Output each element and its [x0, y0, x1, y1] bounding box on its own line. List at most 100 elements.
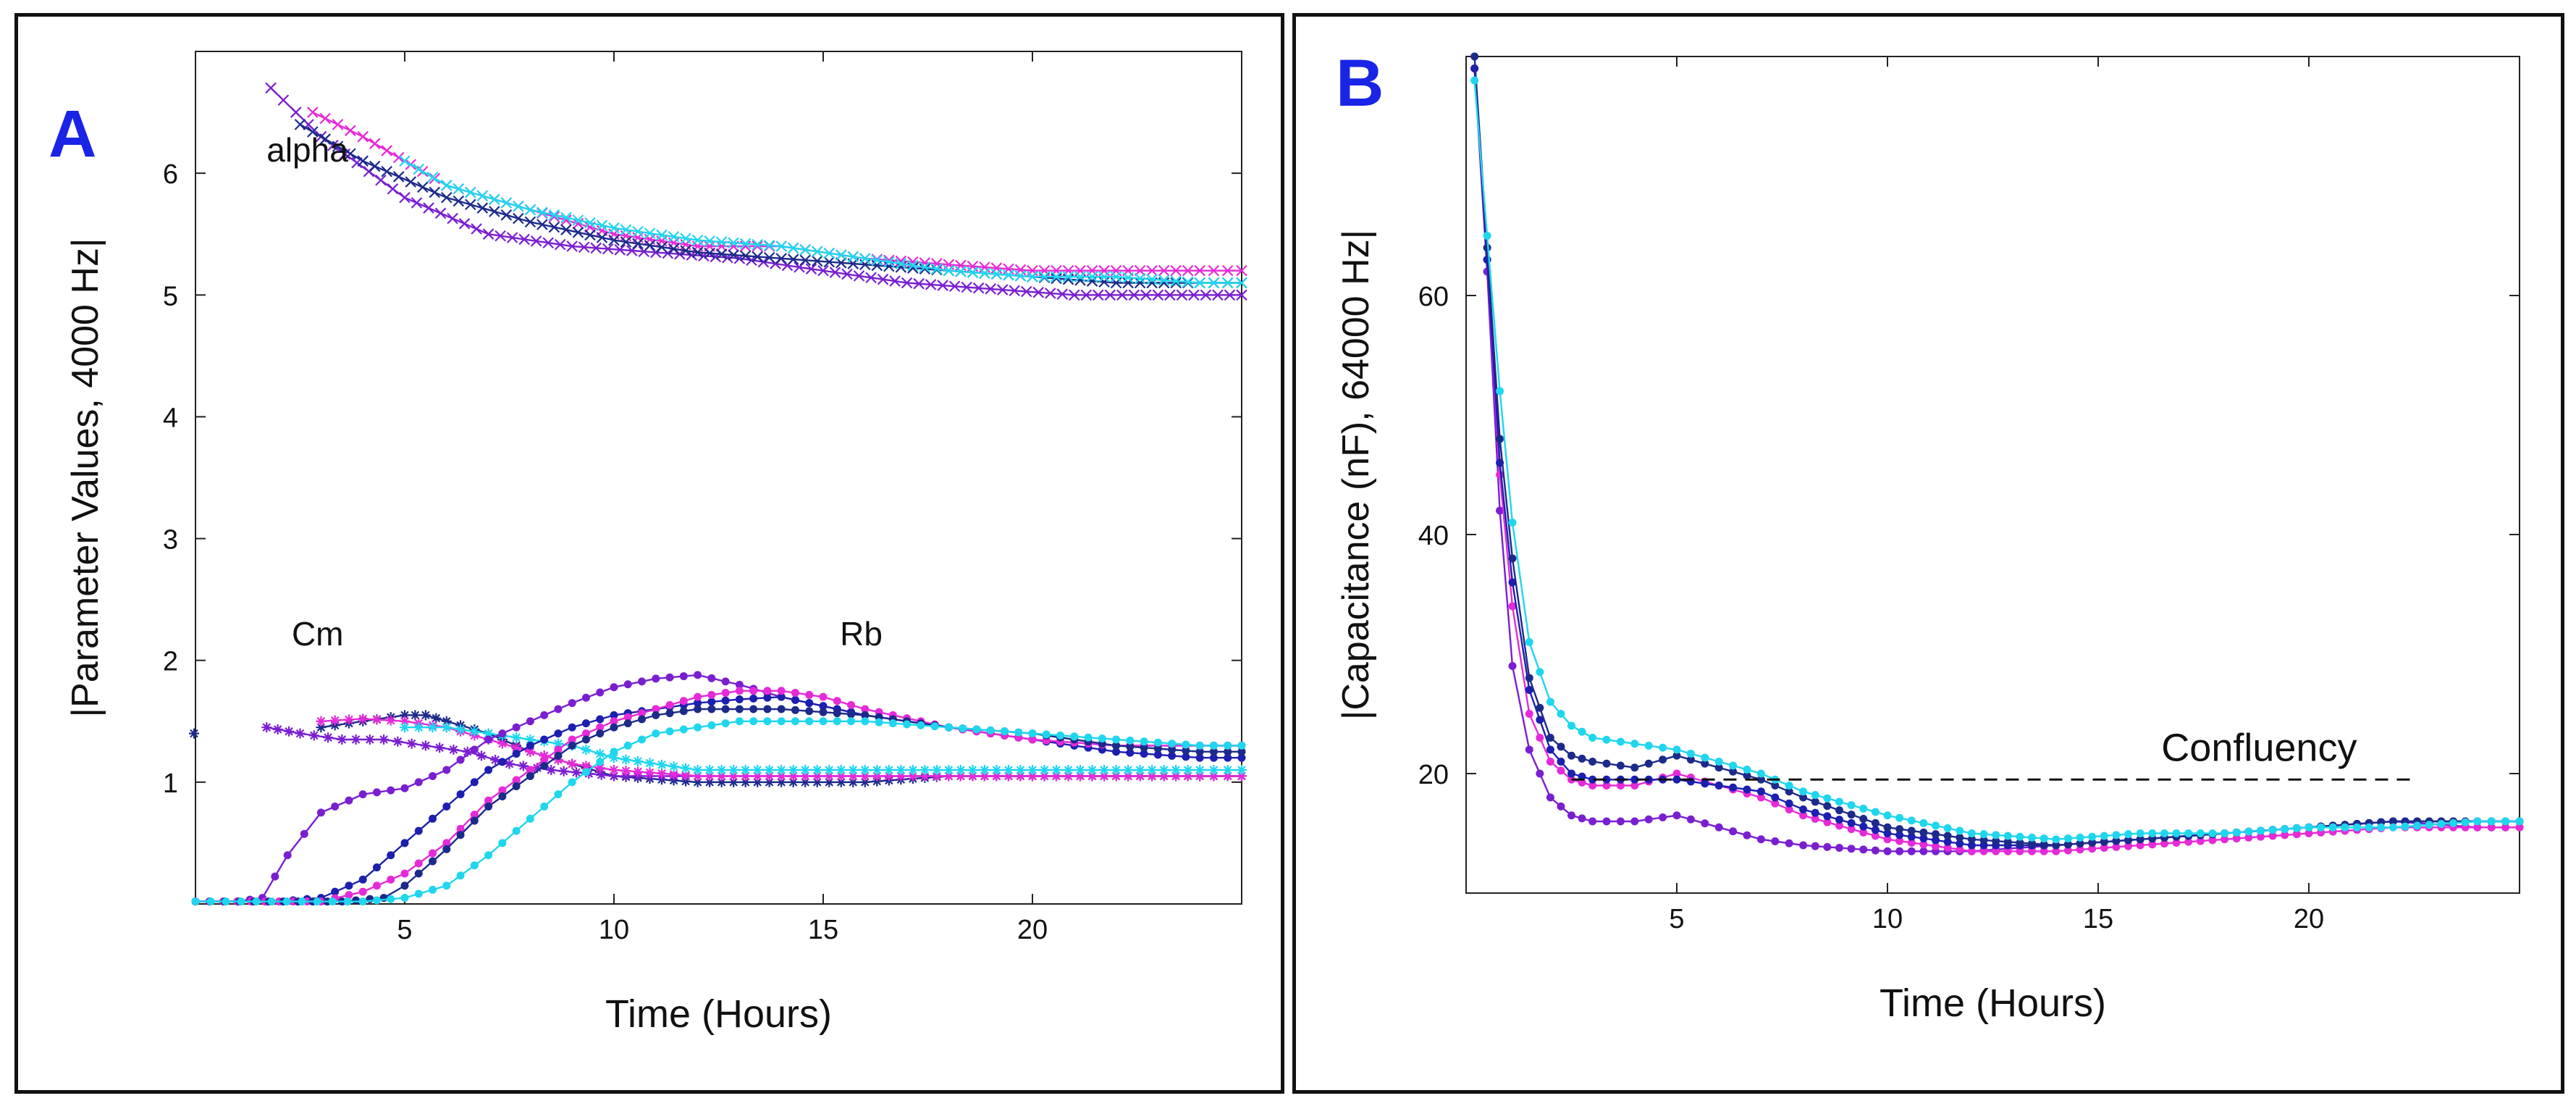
chart-a-Rb-cyan-point	[1085, 734, 1093, 742]
chart-a-alpha-purple-point	[291, 107, 301, 117]
chart-b-xtick-label: 15	[2083, 904, 2113, 934]
chart-a-alpha-purple-point	[471, 224, 481, 234]
chart-b-B-cyan-point	[2148, 829, 2156, 837]
chart-b-B-blue-point	[1872, 826, 1880, 834]
chart-a-Rb-navy-point	[498, 792, 506, 800]
chart-a-Rb-cyan-point	[1001, 727, 1009, 735]
chart-a-Rb-purple-point	[387, 787, 395, 795]
chart-b-B-navy-point	[1546, 734, 1554, 742]
chart-b-B-magenta-point	[1536, 734, 1544, 742]
chart-b-B-blue-point	[1743, 786, 1751, 794]
chart-a-Cm-cyan-point	[1040, 765, 1050, 775]
chart-a-alpha-purple-point	[424, 203, 434, 213]
chart-b-B-magenta-point	[1557, 766, 1565, 774]
chart-a-Cm-purple-point	[559, 766, 569, 776]
chart-a-Rb-cyan-point	[805, 717, 813, 725]
chart-b-B-cyan-point	[1701, 754, 1709, 762]
chart-b-B-navy-point	[1567, 752, 1575, 760]
chart-b-B-navy-point	[1630, 763, 1638, 771]
chart-a-alpha-navy-point	[429, 188, 439, 198]
chart-b-B-cyan-point	[1895, 814, 1903, 822]
chart-a-Cm-cyan-point	[511, 732, 521, 742]
chart-a-Rb-blue-point	[429, 815, 437, 823]
chart-a-alpha-navy-point	[513, 214, 523, 224]
chart-a-Rb-cyan-point	[917, 721, 925, 729]
chart-a-Rb-magenta-point	[722, 689, 730, 697]
chart-a-Rb-navy-point	[763, 705, 771, 713]
chart-a-Rb-purple-point	[284, 851, 292, 859]
chart-a-Rb-magenta-point	[359, 888, 367, 896]
chart-a-Cm-cyan-point	[991, 765, 1001, 775]
chart-b-B-purple-point	[1567, 811, 1575, 819]
chart-b-B-purple-point	[1701, 819, 1709, 827]
chart-a-Rb-magenta-point	[373, 881, 381, 889]
chart-a-xtick-label: 10	[599, 915, 629, 945]
chart-a-Rb-cyan-point	[861, 717, 869, 725]
chart-b-B-cyan-point	[2293, 824, 2301, 832]
chart-a-Rb-navy-point	[847, 710, 855, 718]
chart-b-B-blue-point	[1567, 770, 1575, 778]
chart-a-alpha-navy-point	[382, 167, 392, 177]
chart-a-Cm-cyan-point	[884, 765, 894, 775]
chart-a-Rb-cyan-point	[1182, 741, 1190, 749]
chart-b-B-cyan-point	[2064, 834, 2072, 842]
chart-b-B-cyan-point	[1470, 77, 1478, 85]
chart-a-Cm-cyan-point	[1003, 765, 1014, 775]
chart-a-Cm-cyan-point	[836, 765, 846, 775]
chart-a-Cm-navy-point	[421, 710, 431, 720]
chart-b-B-purple-point	[1588, 818, 1596, 826]
chart-b-B-cyan-point	[2353, 824, 2361, 832]
chart-a-Cm-cyan-point	[1111, 765, 1121, 775]
chart-b-ylabel: |Capacitance (nF), 64000 Hz|	[1335, 230, 1377, 720]
chart-a-Cm-cyan-point	[1099, 765, 1109, 775]
chart-a-Cm-cyan-point	[1237, 765, 1247, 775]
chart-a-Rb-navy-point	[791, 706, 799, 714]
chart-b-B-cyan-point	[1944, 824, 1952, 832]
chart-a-Cm-cyan-point	[595, 749, 605, 759]
chart-b-B-purple-point	[1659, 813, 1667, 821]
chart-a-alpha-magenta-point	[358, 132, 368, 142]
chart-a-Cm-cyan-point	[681, 763, 691, 774]
chart-a-Cm-cyan-point	[776, 765, 786, 775]
chart-b-B-purple-point	[1603, 818, 1611, 826]
chart-a-Cm-cyan-point	[442, 722, 452, 732]
chart-a-Rb-cyan-point	[283, 897, 291, 905]
chart-a-Rb-blue-point	[749, 695, 757, 703]
chart-a-Cm-cyan-point	[908, 765, 918, 775]
chart-b-B-purple-point	[1557, 803, 1565, 811]
chart-a-Rb-blue-point	[513, 750, 521, 758]
chart-a-Rb-navy-point	[415, 869, 423, 877]
chart-a-Rb-magenta-point	[736, 687, 744, 695]
chart-b-B-cyan-point	[2329, 824, 2337, 832]
chart-a-Cm-cyan-point	[1064, 765, 1074, 775]
chart-a-alpha-purple-point	[376, 175, 386, 185]
chart-b-B-cyan-point	[2028, 834, 2036, 842]
chart-b-xtick-label: 20	[2294, 904, 2324, 934]
chart-b-B-cyan-point	[1617, 738, 1625, 746]
chart-b-B-cyan-point	[2221, 829, 2228, 837]
chart-a-Rb-cyan-point	[707, 721, 715, 729]
chart-a-Cm-purple-point	[392, 737, 403, 747]
chart-a-Rb-purple-point	[513, 724, 521, 732]
chart-a-Rb-purple-point	[568, 699, 576, 707]
chart-a-Cm-cyan-point	[1027, 765, 1037, 775]
chart-a-Rb-purple-point	[540, 711, 548, 719]
chart-a-ytick-label: 6	[163, 159, 178, 190]
chart-a-Rb-purple-point	[666, 674, 674, 682]
chart-b-B-purple-point	[1895, 847, 1903, 855]
chart-a-Cm-cyan-point	[896, 765, 906, 775]
chart-a-Cm-purple-point	[434, 742, 445, 753]
chart-a-Rb-cyan-point	[415, 889, 423, 897]
chart-b-B-purple-point	[1687, 816, 1695, 824]
chart-a-Rb-blue-point	[345, 881, 353, 889]
chart-a-alpha-navy-point	[370, 162, 380, 172]
chart-a-Rb-cyan-point	[401, 894, 409, 902]
chart-a-Cm-magenta-point	[621, 766, 631, 776]
chart-a-Rb-cyan-point	[1168, 740, 1176, 747]
chart-a-Rb-cyan-point	[387, 895, 395, 903]
chart-b-B-blue-point	[1811, 809, 1819, 817]
chart-a-alpha-purple-point	[436, 208, 446, 218]
chart-a-Cm-cyan-point	[1015, 765, 1025, 775]
chart-b-B-cyan-point	[2281, 825, 2289, 833]
chart-a-Rb-navy-point	[805, 707, 813, 715]
